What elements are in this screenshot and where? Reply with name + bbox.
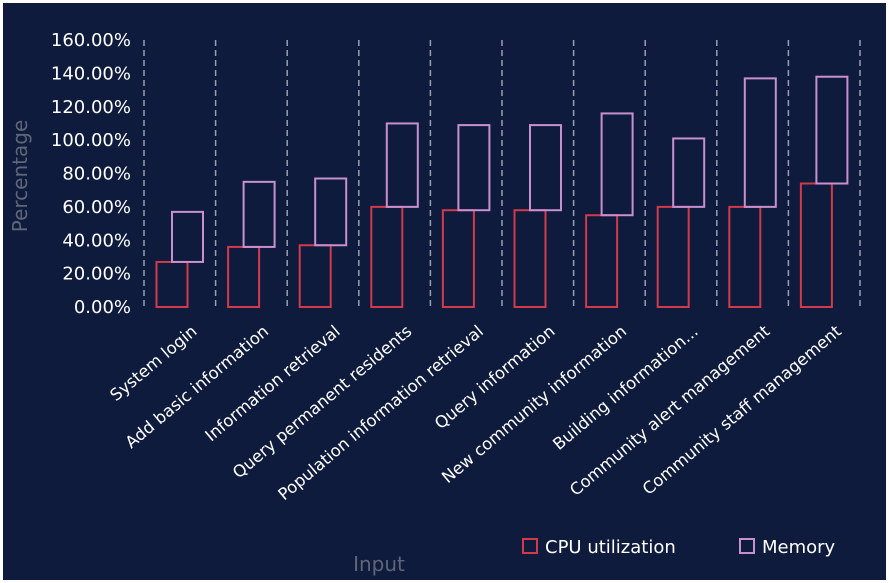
memory-bar [672, 137, 706, 208]
legend-swatch-cpu-utilization [522, 538, 538, 554]
stacked-bar-chart: 0.00% 20.00% 40.00% 60.00% 80.00% 100.00% 120.… [8, 30, 861, 576]
y-tick-label: 20.00% [62, 264, 131, 285]
cpu-utilization-bar [370, 205, 404, 308]
legend-swatch-memory [739, 538, 755, 554]
cpu-utilization-bar [656, 205, 690, 308]
x-tick-label: Query information [431, 322, 559, 433]
gridlines [143, 40, 861, 307]
chart-frame: 0.00% 20.00% 40.00% 60.00% 80.00% 100.00% 120.… [3, 3, 886, 580]
cpu-utilization-bar [513, 209, 547, 308]
memory-bar [385, 122, 419, 208]
cpu-utilization-bar [441, 209, 475, 308]
x-tick-label: Add basic information [122, 322, 272, 453]
x-tick-label: Building information... [549, 322, 702, 454]
y-tick-label: 160.00% [51, 30, 131, 51]
y-tick-label: 0.00% [74, 297, 131, 318]
legend: CPU utilization Memory [522, 537, 836, 558]
y-tick-label: 140.00% [51, 63, 131, 84]
cpu-utilization-bar [585, 214, 619, 308]
legend-label-memory: Memory [762, 537, 836, 558]
memory-bar [815, 75, 849, 185]
y-axis-title: Percentage [8, 120, 32, 233]
x-axis-title: Input [353, 552, 405, 576]
memory-bar [600, 112, 634, 217]
memory-bar [457, 124, 491, 212]
cpu-utilization-bar [298, 244, 332, 309]
memory-bar [171, 210, 204, 263]
cpu-utilization-bar [227, 245, 261, 309]
y-tick-label: 120.00% [51, 97, 131, 118]
y-axis-tick-labels: 0.00% 20.00% 40.00% 60.00% 80.00% 100.00% 120.… [51, 30, 131, 318]
x-tick-label: Information retrieval [201, 322, 343, 446]
memory-bar [314, 177, 348, 247]
memory-bar [529, 124, 562, 212]
cpu-utilization-bar [799, 182, 833, 308]
memory-bar [242, 180, 276, 248]
y-tick-label: 60.00% [62, 197, 131, 218]
cpu-utilization-bar [155, 260, 189, 309]
y-tick-label: 80.00% [62, 164, 131, 185]
cpu-utilization-bar [728, 205, 762, 308]
y-tick-label: 100.00% [51, 130, 131, 151]
y-tick-label: 40.00% [62, 230, 131, 251]
legend-label-cpu-utilization: CPU utilization [545, 537, 676, 558]
memory-bar [743, 77, 777, 208]
bars [155, 75, 849, 309]
